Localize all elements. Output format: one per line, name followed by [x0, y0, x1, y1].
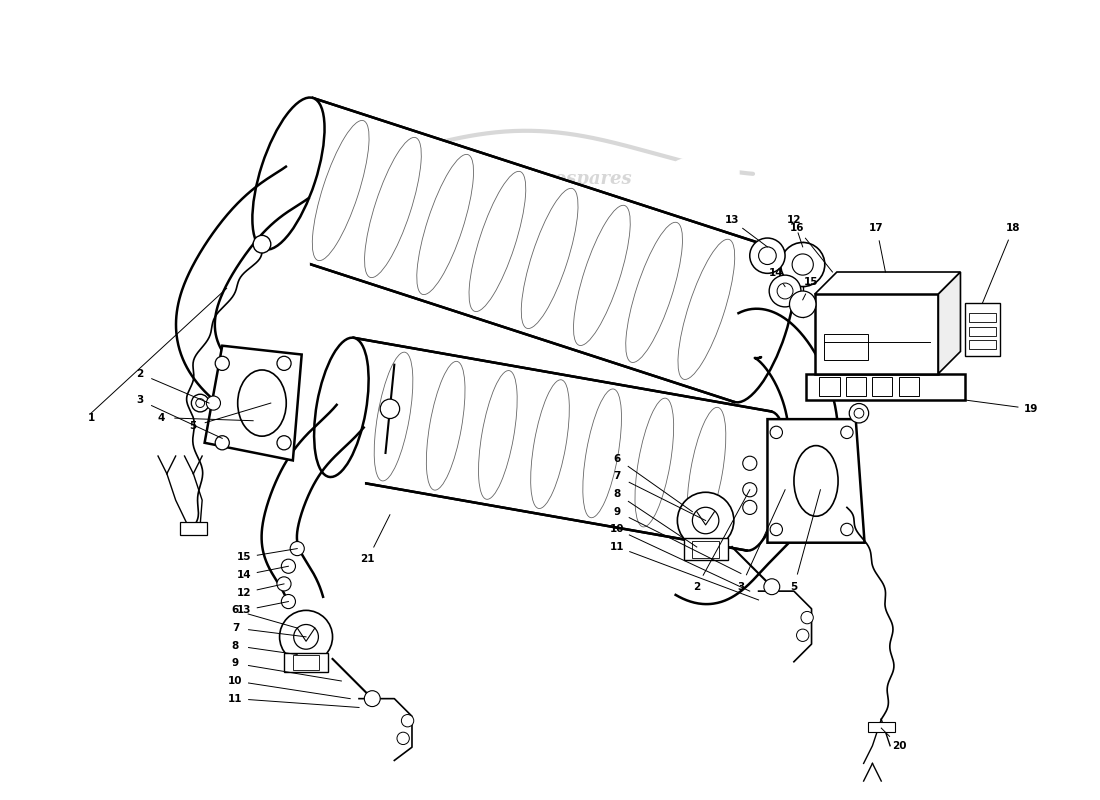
Text: 7: 7 — [232, 623, 239, 633]
Bar — [806, 374, 965, 400]
Polygon shape — [768, 419, 865, 542]
Text: 21: 21 — [361, 554, 375, 564]
Circle shape — [678, 492, 734, 549]
Bar — [815, 294, 938, 374]
Circle shape — [781, 242, 825, 286]
Bar — [692, 541, 719, 558]
Text: 12: 12 — [786, 215, 801, 226]
Circle shape — [840, 523, 854, 536]
Circle shape — [216, 356, 229, 370]
Text: 18: 18 — [1006, 223, 1021, 233]
Circle shape — [770, 426, 782, 438]
Text: 20: 20 — [892, 741, 906, 750]
Circle shape — [277, 577, 292, 591]
Polygon shape — [264, 98, 783, 402]
Ellipse shape — [252, 98, 324, 250]
Text: eurospares: eurospares — [520, 170, 632, 188]
Text: 5: 5 — [189, 422, 196, 431]
Circle shape — [849, 403, 869, 423]
Bar — [180, 522, 207, 535]
Ellipse shape — [723, 250, 794, 402]
Bar — [820, 377, 839, 397]
Bar — [969, 340, 996, 349]
Ellipse shape — [315, 338, 368, 477]
Text: 15: 15 — [804, 277, 818, 287]
Polygon shape — [205, 346, 301, 461]
Text: 10: 10 — [610, 524, 625, 534]
Circle shape — [790, 291, 816, 318]
Circle shape — [279, 610, 332, 663]
Polygon shape — [329, 338, 771, 550]
Text: 3: 3 — [737, 582, 745, 592]
Circle shape — [742, 456, 757, 470]
Circle shape — [282, 594, 296, 609]
Text: 15: 15 — [236, 553, 252, 562]
Circle shape — [769, 275, 801, 307]
Text: 14: 14 — [236, 570, 252, 580]
Text: 8: 8 — [614, 489, 622, 499]
Bar — [969, 314, 996, 322]
Text: 17: 17 — [869, 223, 884, 233]
Circle shape — [282, 559, 296, 574]
Text: 11: 11 — [610, 542, 625, 552]
Circle shape — [381, 399, 399, 418]
Polygon shape — [815, 272, 960, 294]
Bar — [293, 655, 319, 670]
Circle shape — [742, 482, 757, 497]
Text: 12: 12 — [236, 588, 252, 598]
Text: 4: 4 — [158, 413, 165, 422]
Circle shape — [742, 500, 757, 514]
Text: 19: 19 — [1024, 404, 1038, 414]
Text: eurospares: eurospares — [520, 418, 632, 435]
Bar — [965, 303, 1000, 356]
Circle shape — [277, 356, 292, 370]
Circle shape — [763, 578, 780, 594]
Text: 13: 13 — [236, 606, 252, 615]
Circle shape — [402, 714, 414, 727]
Circle shape — [290, 542, 305, 556]
Bar — [872, 377, 892, 397]
Text: 11: 11 — [228, 694, 243, 704]
Text: 3: 3 — [136, 395, 143, 405]
Text: 8: 8 — [232, 641, 239, 650]
Text: 10: 10 — [228, 676, 243, 686]
Text: 2: 2 — [136, 369, 143, 378]
Circle shape — [750, 238, 785, 274]
Text: 6: 6 — [614, 454, 622, 464]
Text: 1: 1 — [87, 413, 95, 422]
Text: 7: 7 — [614, 471, 622, 482]
Circle shape — [397, 732, 409, 745]
Circle shape — [216, 436, 229, 450]
Circle shape — [277, 436, 292, 450]
Text: 16: 16 — [790, 223, 804, 233]
Text: 13: 13 — [725, 215, 739, 226]
Circle shape — [840, 426, 854, 438]
Bar — [899, 377, 918, 397]
Text: 6: 6 — [232, 606, 239, 615]
Bar — [868, 722, 894, 733]
Text: 14: 14 — [769, 268, 783, 278]
Text: 9: 9 — [614, 506, 620, 517]
Circle shape — [364, 690, 381, 706]
Circle shape — [801, 611, 813, 624]
Circle shape — [191, 394, 209, 412]
Bar — [969, 326, 996, 335]
Bar — [683, 538, 728, 560]
Ellipse shape — [732, 411, 785, 550]
Bar — [846, 377, 866, 397]
Circle shape — [796, 629, 808, 642]
Polygon shape — [938, 272, 960, 374]
Text: 2: 2 — [693, 582, 701, 592]
Text: 5: 5 — [790, 582, 798, 592]
Circle shape — [253, 235, 271, 253]
Circle shape — [770, 523, 782, 536]
Text: 9: 9 — [232, 658, 239, 668]
Bar — [824, 334, 868, 360]
Circle shape — [207, 396, 220, 410]
Bar — [284, 653, 328, 672]
